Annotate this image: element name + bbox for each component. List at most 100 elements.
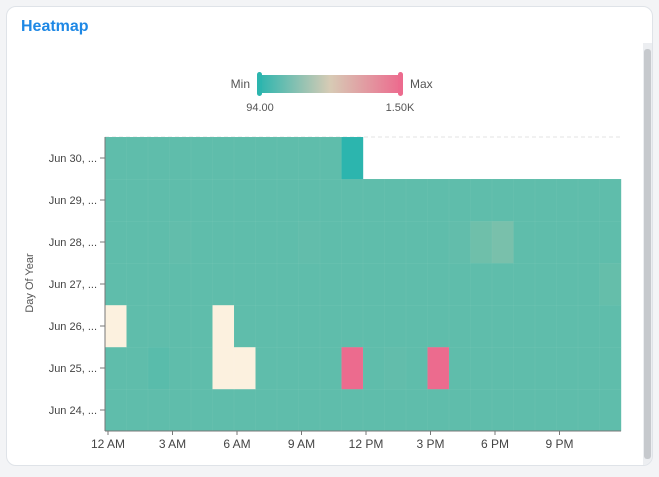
heatmap-cell[interactable] bbox=[190, 388, 213, 432]
heatmap-cell[interactable] bbox=[169, 388, 192, 432]
heatmap-cell[interactable] bbox=[298, 388, 321, 432]
heatmap-cell[interactable] bbox=[190, 220, 213, 264]
heatmap-cell[interactable] bbox=[147, 262, 170, 306]
heatmap-cell[interactable] bbox=[534, 262, 557, 306]
heatmap-cell[interactable] bbox=[448, 346, 471, 390]
heatmap-cell[interactable] bbox=[319, 178, 342, 222]
heatmap-cell[interactable] bbox=[534, 346, 557, 390]
heatmap-cell[interactable] bbox=[147, 346, 170, 390]
heatmap-cell[interactable] bbox=[319, 220, 342, 264]
heatmap-cell[interactable] bbox=[470, 178, 493, 222]
heatmap-cell[interactable] bbox=[384, 220, 407, 264]
heatmap-cell[interactable] bbox=[341, 136, 364, 180]
heatmap-cell[interactable] bbox=[362, 304, 385, 348]
heatmap-cell[interactable] bbox=[427, 262, 450, 306]
heatmap-cell[interactable] bbox=[362, 346, 385, 390]
heatmap-cell[interactable] bbox=[470, 346, 493, 390]
heatmap-cell[interactable] bbox=[169, 262, 192, 306]
heatmap-cell[interactable] bbox=[341, 262, 364, 306]
heatmap-cell[interactable] bbox=[319, 136, 342, 180]
vertical-scrollbar[interactable] bbox=[643, 43, 652, 465]
heatmap-cell[interactable] bbox=[169, 304, 192, 348]
heatmap-cell[interactable] bbox=[169, 220, 192, 264]
heatmap-cell[interactable] bbox=[491, 220, 514, 264]
heatmap-cell[interactable] bbox=[384, 178, 407, 222]
heatmap-cell[interactable] bbox=[362, 388, 385, 432]
heatmap-cell[interactable] bbox=[384, 304, 407, 348]
legend-max-handle[interactable] bbox=[398, 72, 403, 96]
heatmap-cell[interactable] bbox=[513, 304, 536, 348]
heatmap-cell[interactable] bbox=[147, 220, 170, 264]
heatmap-cell[interactable] bbox=[169, 178, 192, 222]
heatmap-cell[interactable] bbox=[126, 220, 149, 264]
heatmap-cell[interactable] bbox=[427, 178, 450, 222]
heatmap-cell[interactable] bbox=[491, 262, 514, 306]
heatmap-cell[interactable] bbox=[341, 178, 364, 222]
heatmap-cell[interactable] bbox=[233, 262, 256, 306]
heatmap-cell[interactable] bbox=[491, 346, 514, 390]
heatmap-cell[interactable] bbox=[298, 220, 321, 264]
heatmap-cell[interactable] bbox=[276, 346, 299, 390]
heatmap-cell[interactable] bbox=[298, 346, 321, 390]
heatmap-cell[interactable] bbox=[255, 388, 278, 432]
heatmap-cell[interactable] bbox=[556, 262, 579, 306]
heatmap-cell[interactable] bbox=[276, 262, 299, 306]
heatmap-cell[interactable] bbox=[599, 262, 622, 306]
heatmap-cell[interactable] bbox=[319, 346, 342, 390]
heatmap-cell[interactable] bbox=[577, 304, 600, 348]
heatmap-cell[interactable] bbox=[104, 178, 127, 222]
heatmap-cell[interactable] bbox=[126, 388, 149, 432]
heatmap-cell[interactable] bbox=[126, 136, 149, 180]
heatmap-cell[interactable] bbox=[577, 220, 600, 264]
heatmap-cell[interactable] bbox=[556, 388, 579, 432]
heatmap-cell[interactable] bbox=[233, 220, 256, 264]
heatmap-cell[interactable] bbox=[104, 220, 127, 264]
heatmap-cell[interactable] bbox=[556, 346, 579, 390]
legend-min-handle[interactable] bbox=[257, 72, 262, 96]
heatmap-cell[interactable] bbox=[384, 346, 407, 390]
heatmap-cell[interactable] bbox=[448, 262, 471, 306]
heatmap-cell[interactable] bbox=[556, 304, 579, 348]
heatmap-cell[interactable] bbox=[212, 304, 235, 348]
heatmap-cell[interactable] bbox=[233, 304, 256, 348]
heatmap-cell[interactable] bbox=[427, 346, 450, 390]
heatmap-cell[interactable] bbox=[448, 388, 471, 432]
heatmap-cell[interactable] bbox=[427, 388, 450, 432]
heatmap-cell[interactable] bbox=[147, 178, 170, 222]
heatmap-cell[interactable] bbox=[212, 346, 235, 390]
heatmap-cell[interactable] bbox=[190, 136, 213, 180]
heatmap-cell[interactable] bbox=[577, 262, 600, 306]
heatmap-cell[interactable] bbox=[276, 304, 299, 348]
heatmap-cell[interactable] bbox=[491, 388, 514, 432]
heatmap-cell[interactable] bbox=[190, 304, 213, 348]
heatmap-cell[interactable] bbox=[212, 178, 235, 222]
heatmap-cell[interactable] bbox=[405, 388, 428, 432]
heatmap-cell[interactable] bbox=[255, 304, 278, 348]
heatmap-cell[interactable] bbox=[405, 304, 428, 348]
heatmap-cell[interactable] bbox=[599, 346, 622, 390]
heatmap-cell[interactable] bbox=[319, 262, 342, 306]
heatmap-cell[interactable] bbox=[147, 304, 170, 348]
heatmap-cell[interactable] bbox=[319, 388, 342, 432]
heatmap-cell[interactable] bbox=[233, 136, 256, 180]
heatmap-cell[interactable] bbox=[534, 388, 557, 432]
heatmap-cell[interactable] bbox=[104, 388, 127, 432]
heatmap-cell[interactable] bbox=[513, 178, 536, 222]
heatmap-cell[interactable] bbox=[212, 136, 235, 180]
heatmap-cell[interactable] bbox=[104, 304, 127, 348]
heatmap-cell[interactable] bbox=[104, 136, 127, 180]
heatmap-cell[interactable] bbox=[362, 220, 385, 264]
heatmap-cell[interactable] bbox=[599, 304, 622, 348]
heatmap-cell[interactable] bbox=[212, 388, 235, 432]
heatmap-cell[interactable] bbox=[255, 178, 278, 222]
heatmap-cell[interactable] bbox=[577, 178, 600, 222]
heatmap-cell[interactable] bbox=[126, 262, 149, 306]
heatmap-cell[interactable] bbox=[534, 220, 557, 264]
heatmap-cell[interactable] bbox=[534, 304, 557, 348]
heatmap-cell[interactable] bbox=[470, 262, 493, 306]
heatmap-cell[interactable] bbox=[276, 388, 299, 432]
heatmap-cell[interactable] bbox=[190, 262, 213, 306]
heatmap-cell[interactable] bbox=[405, 262, 428, 306]
heatmap-cell[interactable] bbox=[233, 388, 256, 432]
heatmap-cell[interactable] bbox=[427, 304, 450, 348]
